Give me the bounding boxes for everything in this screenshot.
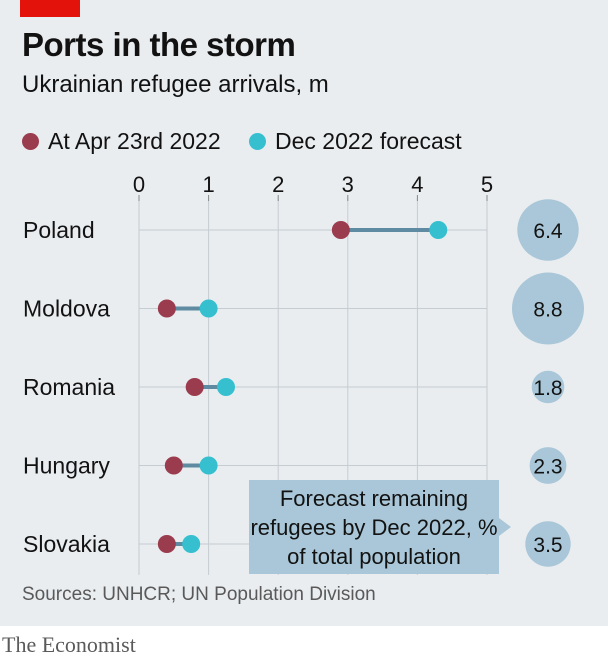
current-dot xyxy=(164,456,183,475)
row-label: Hungary xyxy=(23,453,110,479)
legend-dot-current xyxy=(22,133,39,150)
bubble-label: 1.8 xyxy=(533,377,562,400)
legend-item-forecast: Dec 2022 forecast xyxy=(249,128,462,155)
forecast-dot xyxy=(182,535,201,553)
population-bubble xyxy=(529,447,567,484)
current-dot xyxy=(331,221,350,239)
callout-box xyxy=(249,480,511,574)
forecast-dot xyxy=(429,221,448,239)
population-bubble xyxy=(525,521,571,567)
callout-text: Forecast remaining refugees by Dec 2022,… xyxy=(250,486,498,569)
row-label: Poland xyxy=(23,217,95,243)
forecast-dot xyxy=(217,378,235,396)
x-tick-label: 3 xyxy=(342,172,354,197)
bubble-label: 6.4 xyxy=(533,220,563,243)
legend-label-forecast: Dec 2022 forecast xyxy=(275,128,462,154)
row-label: Romania xyxy=(23,374,115,400)
bubble-label: 2.3 xyxy=(533,456,562,479)
forecast-dot xyxy=(199,456,218,475)
forecast-dot xyxy=(199,299,218,318)
population-bubble xyxy=(517,199,579,261)
x-tick-label: 2 xyxy=(272,172,284,197)
chart-subtitle: Ukrainian refugee arrivals, m xyxy=(22,71,329,98)
legend-dot-forecast xyxy=(249,133,266,150)
population-bubble xyxy=(512,272,584,345)
chart-title: Ports in the storm xyxy=(22,26,296,63)
x-tick-label: 1 xyxy=(202,172,214,197)
bubble-label: 3.5 xyxy=(533,534,562,557)
row-label: Moldova xyxy=(23,296,110,322)
bubble-label: 8.8 xyxy=(533,299,562,322)
brand-wordmark: The Economist xyxy=(2,632,136,657)
x-tick-label: 0 xyxy=(133,172,145,197)
legend-label-current: At Apr 23rd 2022 xyxy=(48,128,221,154)
current-dot xyxy=(157,535,176,553)
legend-item-current: At Apr 23rd 2022 xyxy=(22,128,221,155)
population-bubble xyxy=(531,370,565,404)
brand-red-tag xyxy=(20,0,80,17)
row-label: Slovakia xyxy=(23,531,110,557)
current-dot xyxy=(157,299,176,318)
dot-chart: 0 1 2 3 4 5 Poland 6.4 Moldova 8.8 Romania 1.8 Hunga… xyxy=(23,172,584,575)
current-dot xyxy=(185,378,204,396)
source-note: Sources: UNHCR; UN Population Division xyxy=(22,584,376,605)
x-tick-label: 4 xyxy=(411,172,423,197)
x-tick-label: 5 xyxy=(481,172,493,197)
